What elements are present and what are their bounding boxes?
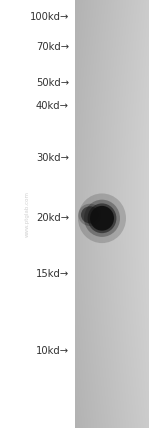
Ellipse shape <box>84 199 120 237</box>
Ellipse shape <box>78 193 126 243</box>
Text: 30kd→: 30kd→ <box>36 153 69 163</box>
Ellipse shape <box>81 206 99 223</box>
Text: 100kd→: 100kd→ <box>30 12 69 22</box>
Text: 10kd→: 10kd→ <box>36 346 69 356</box>
Text: 70kd→: 70kd→ <box>36 42 69 52</box>
Bar <box>0 0 75 428</box>
Bar <box>149 0 150 428</box>
Text: 40kd→: 40kd→ <box>36 101 69 111</box>
Ellipse shape <box>90 206 114 231</box>
Ellipse shape <box>78 204 102 226</box>
Text: 20kd→: 20kd→ <box>36 213 69 223</box>
Ellipse shape <box>88 203 116 233</box>
Text: www.ptglab.com: www.ptglab.com <box>24 191 30 237</box>
Text: 15kd→: 15kd→ <box>36 269 69 279</box>
Text: 50kd→: 50kd→ <box>36 78 69 89</box>
